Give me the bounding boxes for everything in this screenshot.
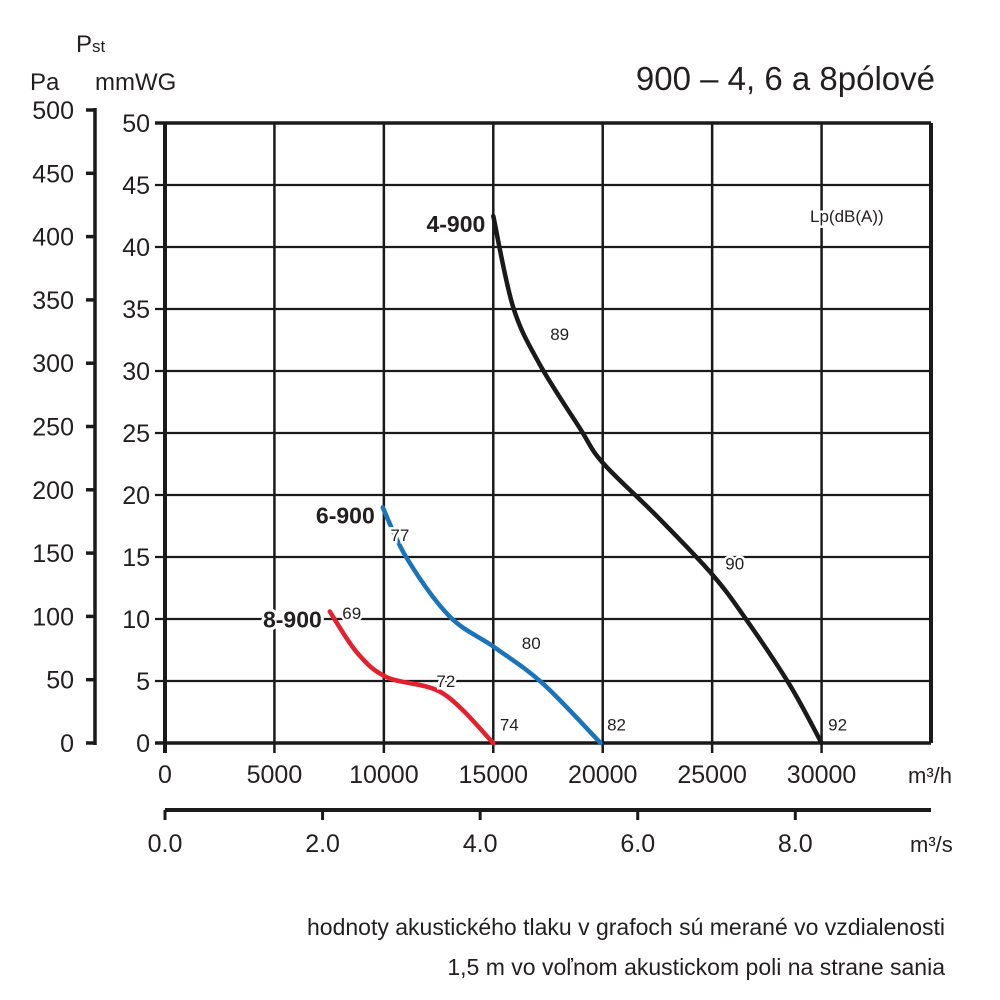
y-tick-label-mmwg: 15 <box>122 544 150 572</box>
x-tick-label-m3h: 25000 <box>677 761 747 789</box>
lp-header: Lp(dB(A)) <box>810 207 884 226</box>
footer-line-1: hodnoty akustického tlaku v grafoch sú m… <box>307 914 945 940</box>
y-tick-label-mmwg: 20 <box>122 482 150 510</box>
x2-tick-label-m3s: 4.0 <box>463 830 498 858</box>
y-tick-label-pa: 150 <box>32 540 74 568</box>
y-tick-label-mmwg: 50 <box>122 110 150 138</box>
y-tick-label-mmwg: 35 <box>122 296 150 324</box>
series-4-900: 4-900 89 90 92 <box>423 208 850 746</box>
lp-label: 82 <box>607 716 626 735</box>
curve-label: 6-900 <box>316 502 375 528</box>
x2-tick-label-m3s: 0.0 <box>148 830 183 858</box>
m3h-unit-label: m³/h <box>908 763 952 788</box>
lp-label: 69 <box>342 604 361 623</box>
lp-label: 80 <box>522 634 541 653</box>
grid <box>155 121 933 753</box>
pa-unit-label: Pa <box>30 69 60 96</box>
lp-label: 74 <box>500 716 519 735</box>
x-tick-label-m3h: 5000 <box>247 761 303 789</box>
curve-4-900 <box>491 213 824 746</box>
m3s-unit-label: m³/s <box>910 832 953 857</box>
lp-label: 90 <box>725 554 744 573</box>
x-tick-label-m3h: 15000 <box>459 761 529 789</box>
curve-label: 4-900 <box>426 211 485 237</box>
pst-label: Pst <box>76 31 106 58</box>
y-tick-label-pa: 0 <box>60 730 74 758</box>
chart-title: 900 – 4, 6 a 8pólové <box>636 60 935 97</box>
y-tick-label-pa: 100 <box>32 603 74 631</box>
series-6-900: 6-900 77 80 82 <box>313 499 629 746</box>
series-8-900: 8-900 69 72 74 <box>260 602 521 746</box>
x2-tick-label-m3s: 6.0 <box>620 830 655 858</box>
y-tick-label-pa: 400 <box>32 224 74 252</box>
lp-label: 92 <box>828 716 847 735</box>
y-tick-label-mmwg: 30 <box>122 358 150 386</box>
footer-line-2: 1,5 m vo voľnom akustickom poli na stran… <box>447 954 945 980</box>
x-tick-label-m3h: 0 <box>158 761 172 789</box>
x-tick-label-m3h: 30000 <box>787 761 857 789</box>
y-tick-label-pa: 350 <box>32 287 74 315</box>
y-tick-label-mmwg: 40 <box>122 234 150 262</box>
y-tick-label-mmwg: 45 <box>122 172 150 200</box>
curve-label: 8-900 <box>263 607 322 633</box>
lp-label: 77 <box>390 526 409 545</box>
y-tick-label-mmwg: 10 <box>122 606 150 634</box>
y-tick-label-pa: 50 <box>46 667 74 695</box>
y-tick-label-pa: 500 <box>32 97 74 125</box>
lp-label: 89 <box>550 325 569 344</box>
series-group: 4-900 89 90 92 6-900 77 80 82 8-900 69 72 74 <box>260 208 850 746</box>
curve-6-900 <box>380 505 603 746</box>
x-tick-label-m3h: 10000 <box>349 761 419 789</box>
y-tick-label-mmwg: 0 <box>136 730 150 758</box>
y-tick-label-mmwg: 25 <box>122 420 150 448</box>
y-tick-label-pa: 250 <box>32 414 74 442</box>
y-tick-label-pa: 300 <box>32 350 74 378</box>
x2-tick-label-m3s: 2.0 <box>305 830 340 858</box>
y-tick-label-pa: 450 <box>32 160 74 188</box>
y-tick-label-pa: 200 <box>32 477 74 505</box>
x2-tick-label-m3s: 8.0 <box>778 830 813 858</box>
x-tick-label-m3h: 20000 <box>568 761 638 789</box>
y-tick-label-mmwg: 5 <box>136 668 150 696</box>
mmwg-unit-label: mmWG <box>95 69 176 96</box>
lp-label: 72 <box>436 672 455 691</box>
